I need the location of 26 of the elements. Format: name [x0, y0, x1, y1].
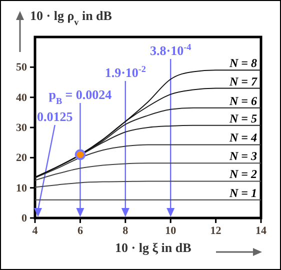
x-tick-label: 10 — [165, 224, 177, 237]
y-tick-label: 30 — [16, 122, 28, 134]
y-axis-title: 10 · lg ρ$_{v}$ in dB — [30, 8, 112, 27]
x-tick-label: 6 — [77, 224, 84, 237]
series-label: N = 5 — [228, 111, 257, 126]
y-tick-label: 50 — [16, 62, 28, 74]
y-tick-label: 0 — [22, 212, 28, 225]
series-label: N = 3 — [228, 149, 257, 164]
x-axis-title: 10 · lg ξ in dB — [115, 240, 192, 255]
series-label: N = 8 — [228, 56, 257, 70]
x-tick-label: 4 — [32, 224, 38, 237]
y-tick-label: 20 — [16, 152, 28, 164]
x-tick-label: 14 — [256, 224, 267, 237]
series-label: N = 1 — [228, 186, 257, 200]
y-tick-label: 40 — [16, 92, 28, 104]
series-label: N = 4 — [228, 130, 257, 145]
series-label: N = 7 — [228, 74, 258, 88]
x-tick-label: 8 — [122, 224, 129, 237]
annotation: 0.0125 — [37, 109, 74, 124]
annotation: 3.8·10$^{-4}$ — [150, 42, 192, 58]
series-label: N = 2 — [228, 167, 257, 182]
annotation: p$_{B}$ = 0.0024 — [48, 87, 112, 106]
y-tick-label: 10 — [16, 182, 28, 194]
series-label: N = 6 — [228, 94, 257, 108]
annotation: 1.9·10$^{-2}$ — [104, 64, 146, 80]
x-tick-label: 12 — [210, 224, 222, 237]
